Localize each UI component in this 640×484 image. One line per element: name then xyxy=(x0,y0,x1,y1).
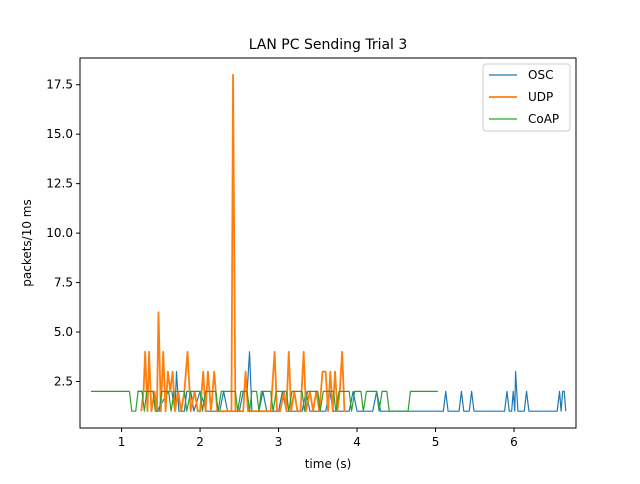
y-tick-label: 7.5 xyxy=(54,276,73,290)
chart-title: LAN PC Sending Trial 3 xyxy=(249,37,408,53)
y-axis-ticks: 2.5 5.0 7.5 10.0 12.5 15.0 17.5 xyxy=(46,78,80,389)
x-axis-label: time (s) xyxy=(305,457,352,471)
x-axis-ticks: 1 2 3 4 5 6 xyxy=(118,428,518,449)
x-tick-label: 6 xyxy=(510,435,518,449)
series-line-coap xyxy=(90,390,438,412)
series-line-udp xyxy=(140,73,346,413)
x-tick-label: 3 xyxy=(275,435,283,449)
y-tick-label: 12.5 xyxy=(46,177,73,191)
y-tick-label: 17.5 xyxy=(46,78,73,92)
x-tick-label: 1 xyxy=(118,435,126,449)
y-axis-label: packets/10 ms xyxy=(20,199,34,287)
x-tick-label: 4 xyxy=(353,435,361,449)
y-tick-label: 2.5 xyxy=(54,375,73,389)
y-tick-label: 10.0 xyxy=(46,226,73,240)
legend: OSC UDP CoAP xyxy=(482,63,571,132)
legend-label-udp: UDP xyxy=(528,90,553,104)
legend-box xyxy=(482,63,571,132)
legend-label-coap: CoAP xyxy=(528,112,559,126)
series-layer xyxy=(90,73,567,413)
y-tick-label: 5.0 xyxy=(54,325,73,339)
plot-frame xyxy=(79,57,577,429)
x-tick-label: 5 xyxy=(432,435,440,449)
x-tick-label: 2 xyxy=(196,435,204,449)
legend-label-osc: OSC xyxy=(528,68,553,82)
y-tick-label: 15.0 xyxy=(46,127,73,141)
